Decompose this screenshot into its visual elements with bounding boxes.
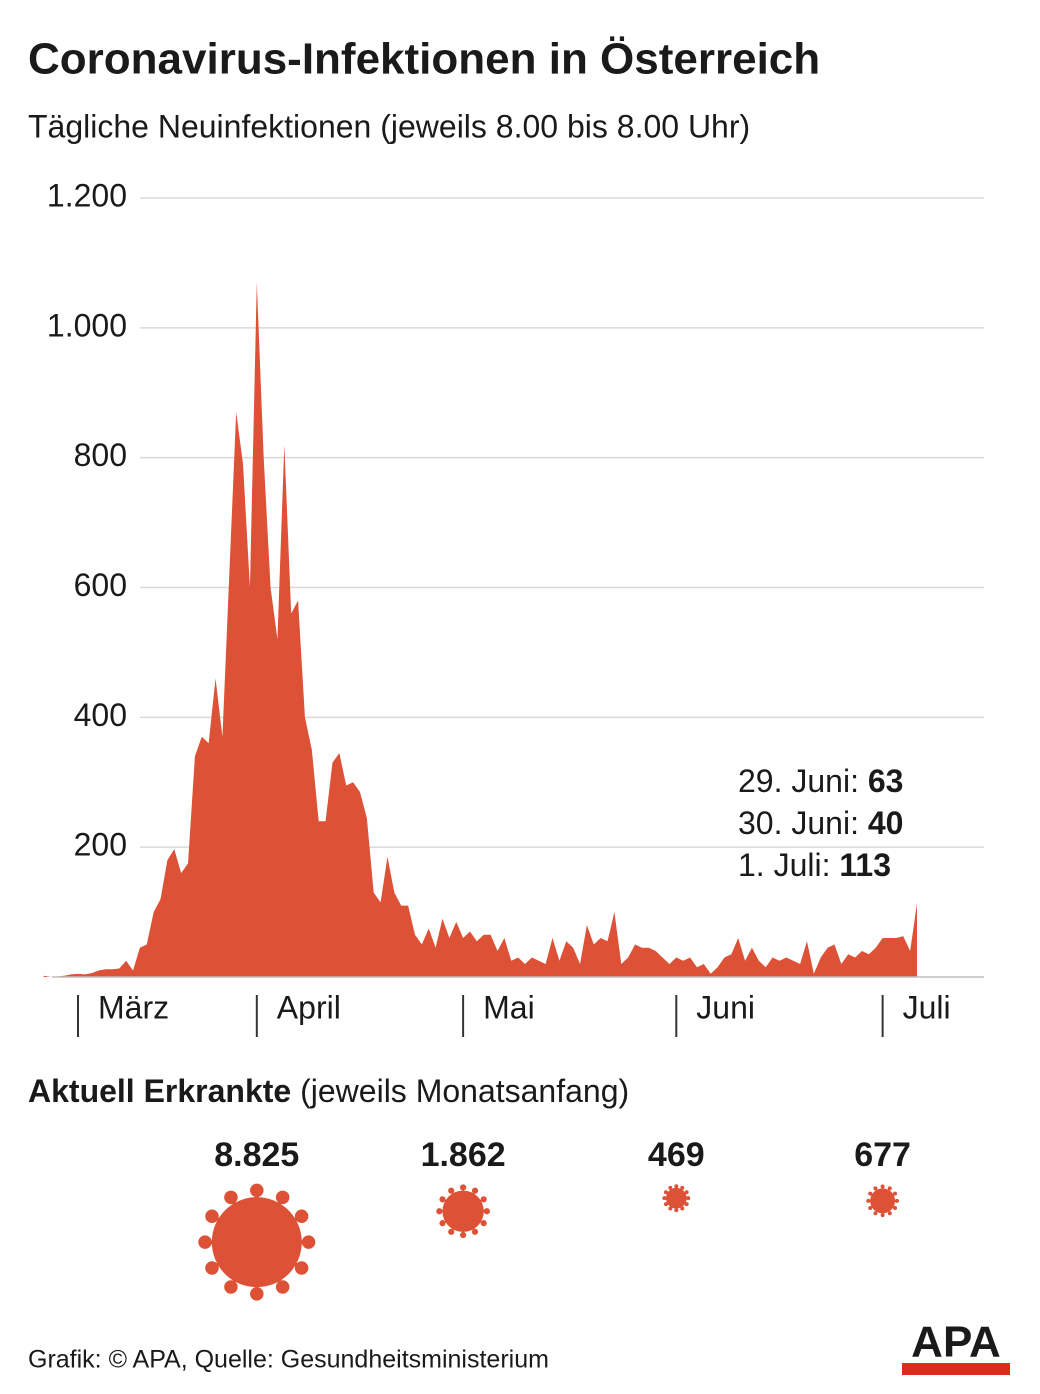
virus-spike-tip xyxy=(471,1187,479,1194)
virus-spike-tip xyxy=(301,1235,316,1249)
logo-bar xyxy=(902,1363,1010,1375)
annotation-value: 113 xyxy=(839,847,891,883)
virus-spike-tip xyxy=(448,1187,455,1194)
virus-spike-tip xyxy=(887,1211,892,1216)
area xyxy=(43,282,918,977)
virus-spike-tip xyxy=(275,1190,290,1205)
virus-spike-tip xyxy=(198,1235,212,1249)
logo: APA xyxy=(911,1318,1001,1367)
virus-spike-tip xyxy=(480,1220,487,1227)
virus-spike-tip xyxy=(294,1261,309,1275)
virus-spike-tip xyxy=(887,1186,892,1191)
x-tick-label: Juli xyxy=(903,989,951,1025)
y-tick-label: 600 xyxy=(74,567,127,603)
virus-icon xyxy=(198,1183,316,1301)
virus-spike-tip xyxy=(873,1211,878,1216)
virus-spike-tip xyxy=(674,1184,679,1189)
annotation: 30. Juni: 40 xyxy=(738,805,903,841)
virus-spike-tip xyxy=(471,1228,479,1235)
value-label: 8.825 xyxy=(214,1136,299,1174)
y-tick-label: 200 xyxy=(74,827,127,863)
y-tick-label: 400 xyxy=(74,697,127,733)
virus-spike-tip xyxy=(436,1208,443,1215)
virus-spike-tip xyxy=(894,1198,899,1203)
virus-spike-tip xyxy=(480,1196,487,1203)
value-label: 1.862 xyxy=(421,1136,506,1174)
chart-subtitle: Tägliche Neuinfektionen (jeweils 8.00 bi… xyxy=(28,108,750,144)
virus-spike-tip xyxy=(684,1190,689,1195)
virus-spike-tip xyxy=(448,1228,455,1235)
annotation: 1. Juli: 113 xyxy=(738,847,891,883)
annotation-label: 29. Juni: xyxy=(738,763,859,799)
x-tick-label: März xyxy=(98,989,169,1025)
y-tick-label: 1.200 xyxy=(47,177,127,213)
virus-spike-tip xyxy=(205,1209,219,1224)
virus-spike-tip xyxy=(662,1196,667,1201)
section-header: Aktuell Erkrankte (jeweils Monatsanfang) xyxy=(28,1073,629,1109)
virus-icon xyxy=(662,1184,691,1213)
virus-spike-tip xyxy=(686,1196,691,1201)
virus-spike-tip xyxy=(674,1208,679,1213)
virus-spike-tip xyxy=(439,1220,446,1227)
x-tick-label: April xyxy=(277,989,341,1025)
annotation-label: 1. Juli: xyxy=(738,847,830,883)
virus-spike-tip xyxy=(668,1206,673,1211)
virus-spike-tip xyxy=(873,1186,878,1191)
virus-spike-tip xyxy=(866,1198,871,1203)
virus-spike-tip xyxy=(893,1191,898,1196)
x-tick-label: Juni xyxy=(696,989,755,1025)
section-title: Aktuell Erkrankte xyxy=(28,1073,291,1109)
virus-spike-tip xyxy=(868,1191,873,1196)
virus-spike-tip xyxy=(680,1185,685,1190)
virus-icon xyxy=(436,1184,490,1239)
virus-body xyxy=(665,1187,687,1209)
virus-spike-tip xyxy=(880,1184,885,1189)
virus-spike-tip xyxy=(680,1206,685,1211)
virus-spike-tip xyxy=(893,1205,898,1210)
virus-spike-tip xyxy=(250,1287,264,1301)
value-label: 677 xyxy=(854,1136,911,1174)
virus-body xyxy=(211,1197,302,1288)
virus-spike-tip xyxy=(483,1208,490,1215)
section-subtitle: (jeweils Monatsanfang) xyxy=(300,1073,629,1109)
x-tick-label: Mai xyxy=(483,989,535,1025)
y-tick-label: 800 xyxy=(74,437,127,473)
virus-spike-tip xyxy=(250,1183,264,1198)
annotation: 29. Juni: 63 xyxy=(738,763,903,799)
virus-spike-tip xyxy=(668,1185,673,1190)
virus-spike-tip xyxy=(684,1202,689,1207)
annotation-value: 63 xyxy=(868,763,904,799)
virus-spike-tip xyxy=(224,1280,238,1294)
virus-spike-tip xyxy=(880,1213,885,1218)
annotation-label: 30. Juni: xyxy=(738,805,859,841)
virus-spike-tip xyxy=(439,1196,446,1203)
footer: Grafik: © APA, Quelle: Gesundheitsminist… xyxy=(28,1346,549,1374)
virus-spike-tip xyxy=(663,1190,668,1195)
virus-icon xyxy=(866,1184,899,1218)
annotation-value: 40 xyxy=(868,805,904,841)
virus-spike-tip xyxy=(294,1209,309,1224)
virus-spike-tip xyxy=(868,1205,873,1210)
chart-title: Coronavirus-Infektionen in Österreich xyxy=(28,35,820,84)
virus-body xyxy=(442,1190,484,1232)
value-label: 469 xyxy=(648,1136,705,1174)
y-tick-label: 1.000 xyxy=(47,307,127,343)
virus-spike-tip xyxy=(224,1190,238,1205)
virus-spike-tip xyxy=(663,1202,668,1207)
virus-body xyxy=(870,1188,896,1214)
virus-spike-tip xyxy=(275,1280,290,1294)
virus-spike-tip xyxy=(205,1261,219,1275)
virus-spike-tip xyxy=(460,1231,467,1239)
virus-spike-tip xyxy=(460,1184,467,1191)
